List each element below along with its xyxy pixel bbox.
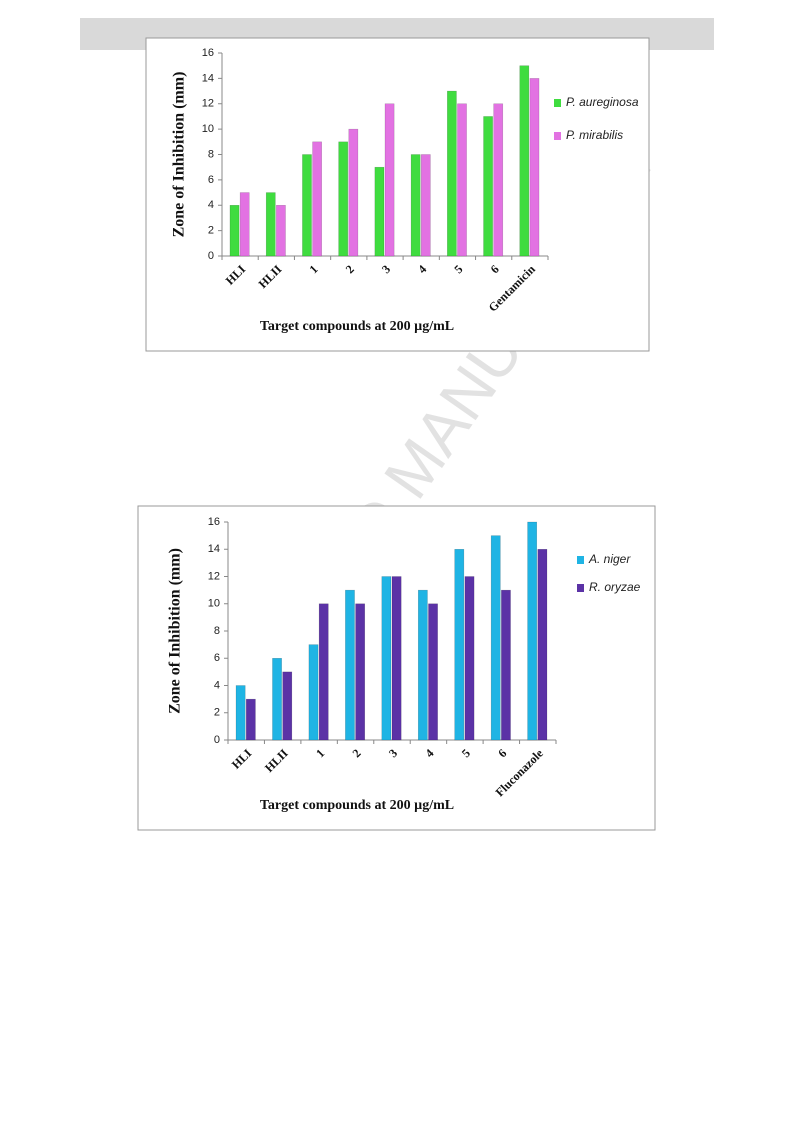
legend-swatch xyxy=(554,99,561,107)
y-tick-label: 8 xyxy=(214,625,220,637)
x-axis-title: Target compounds at 200 µg/mL xyxy=(260,319,454,334)
bar xyxy=(338,141,349,257)
y-tick-label: 2 xyxy=(214,707,220,719)
y-tick-label: 12 xyxy=(202,98,214,110)
legend-label: A. niger xyxy=(588,552,631,566)
y-tick-label: 6 xyxy=(214,652,220,664)
y-tick-label: 2 xyxy=(208,225,214,237)
legend-swatch xyxy=(554,132,561,140)
x-axis-title: Target compounds at 200 µg/mL xyxy=(260,798,454,813)
bar xyxy=(483,116,493,257)
bar xyxy=(374,166,385,257)
bar xyxy=(318,603,329,741)
legend-swatch xyxy=(577,556,584,564)
chart-frame xyxy=(145,37,650,352)
legend-label: P. mirabilis xyxy=(566,128,623,142)
bar xyxy=(355,603,366,741)
y-tick-label: 0 xyxy=(214,734,220,746)
bar xyxy=(420,154,431,257)
y-tick-label: 4 xyxy=(214,679,220,691)
bar xyxy=(282,671,293,741)
bar xyxy=(410,154,421,257)
bar xyxy=(381,576,392,741)
y-tick-label: 14 xyxy=(208,543,220,555)
bar xyxy=(229,205,240,257)
bar xyxy=(276,205,286,257)
y-tick-label: 12 xyxy=(208,570,220,582)
y-tick-label: 14 xyxy=(202,72,214,84)
bar xyxy=(384,103,395,257)
bar xyxy=(235,685,246,741)
bar xyxy=(391,576,402,741)
bar xyxy=(457,103,467,257)
y-tick-label: 0 xyxy=(208,250,214,262)
bar xyxy=(245,698,256,741)
legend-swatch xyxy=(577,584,584,592)
bar xyxy=(272,658,282,741)
bar xyxy=(537,549,548,741)
bar xyxy=(345,589,355,741)
bar xyxy=(312,141,322,257)
bar xyxy=(519,65,530,257)
bar xyxy=(417,589,428,741)
bar xyxy=(308,644,319,741)
bar xyxy=(265,192,276,257)
bar xyxy=(302,154,312,257)
bar xyxy=(454,549,465,741)
bar xyxy=(493,103,504,257)
bar xyxy=(447,90,457,257)
bar xyxy=(428,603,438,741)
y-tick-label: 8 xyxy=(208,148,214,160)
y-tick-label: 10 xyxy=(208,598,220,610)
bar xyxy=(464,576,475,741)
y-axis-title: Zone of Inhibition (mm) xyxy=(171,72,188,238)
legend-label: P. aureginosa xyxy=(566,95,639,109)
y-tick-label: 16 xyxy=(202,47,214,59)
y-tick-label: 16 xyxy=(208,516,220,528)
bar xyxy=(529,78,540,257)
bar xyxy=(239,192,250,257)
y-axis-title: Zone of Inhibition (mm) xyxy=(167,548,184,714)
y-tick-label: 4 xyxy=(208,199,214,211)
bar xyxy=(527,521,538,741)
bar xyxy=(501,589,511,741)
bar xyxy=(490,535,501,741)
y-tick-label: 10 xyxy=(202,123,214,135)
bar xyxy=(348,128,359,257)
legend-label: R. oryzae xyxy=(589,580,641,594)
y-tick-label: 6 xyxy=(208,174,214,186)
